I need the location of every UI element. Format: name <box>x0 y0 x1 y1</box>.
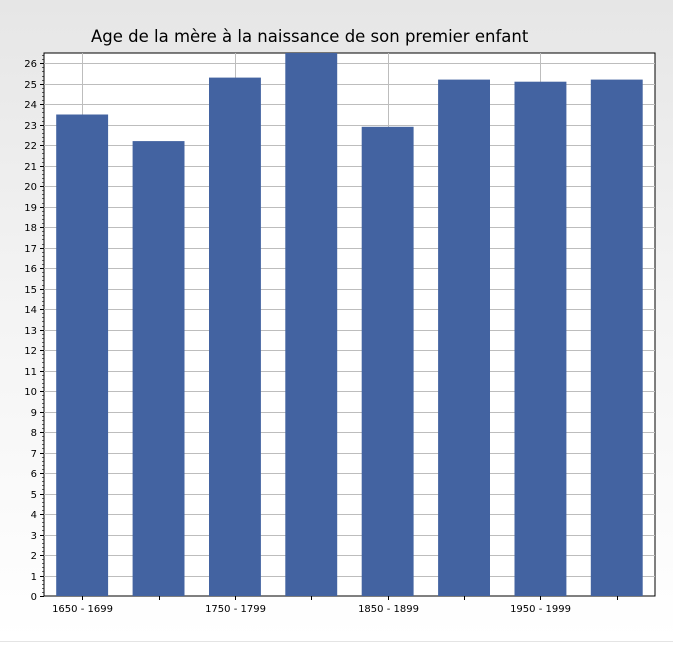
x-tick-label: 1950 - 1999 <box>510 604 571 615</box>
bar <box>56 114 109 596</box>
y-tick-label: 23 <box>24 121 37 132</box>
y-tick-label: 6 <box>31 469 37 480</box>
y-tick-label: 20 <box>24 182 37 193</box>
y-tick-label: 21 <box>24 162 37 173</box>
y-tick-label: 16 <box>24 264 37 275</box>
bar <box>590 79 643 597</box>
axes: 0123456789101112131415161718192021222324… <box>24 55 618 615</box>
bar <box>514 81 567 596</box>
y-tick-label: 9 <box>31 408 37 419</box>
bar <box>209 77 261 597</box>
y-tick-label: 25 <box>24 80 37 91</box>
y-tick-label: 4 <box>31 510 37 521</box>
y-tick-label: 1 <box>31 572 37 583</box>
y-tick-label: 24 <box>24 100 37 111</box>
y-tick-label: 18 <box>24 223 37 234</box>
bar <box>361 126 414 597</box>
y-tick-label: 26 <box>24 59 37 70</box>
y-tick-label: 8 <box>31 428 37 439</box>
y-tick-label: 12 <box>24 346 37 357</box>
x-tick-label: 1750 - 1799 <box>205 604 266 615</box>
bar <box>132 141 185 596</box>
bar <box>438 79 490 597</box>
y-tick-label: 2 <box>31 551 37 562</box>
bar <box>285 53 338 596</box>
y-tick-label: 15 <box>24 285 37 296</box>
y-tick-label: 10 <box>24 387 37 398</box>
divider <box>0 641 673 642</box>
y-tick-label: 13 <box>24 326 37 337</box>
y-tick-label: 19 <box>24 203 37 214</box>
x-tick-label: 1850 - 1899 <box>358 604 419 615</box>
y-tick-label: 11 <box>24 367 37 378</box>
y-tick-label: 5 <box>31 490 37 501</box>
y-tick-label: 3 <box>31 531 37 542</box>
x-tick-label: 1650 - 1699 <box>52 604 113 615</box>
y-tick-label: 7 <box>31 449 37 460</box>
y-tick-label: 0 <box>31 592 37 603</box>
y-tick-label: 14 <box>24 305 37 316</box>
y-tick-label: 17 <box>24 244 37 255</box>
chart-title: Age de la mère à la naissance de son pre… <box>91 27 529 46</box>
bars <box>56 53 643 597</box>
y-tick-label: 22 <box>24 141 37 152</box>
